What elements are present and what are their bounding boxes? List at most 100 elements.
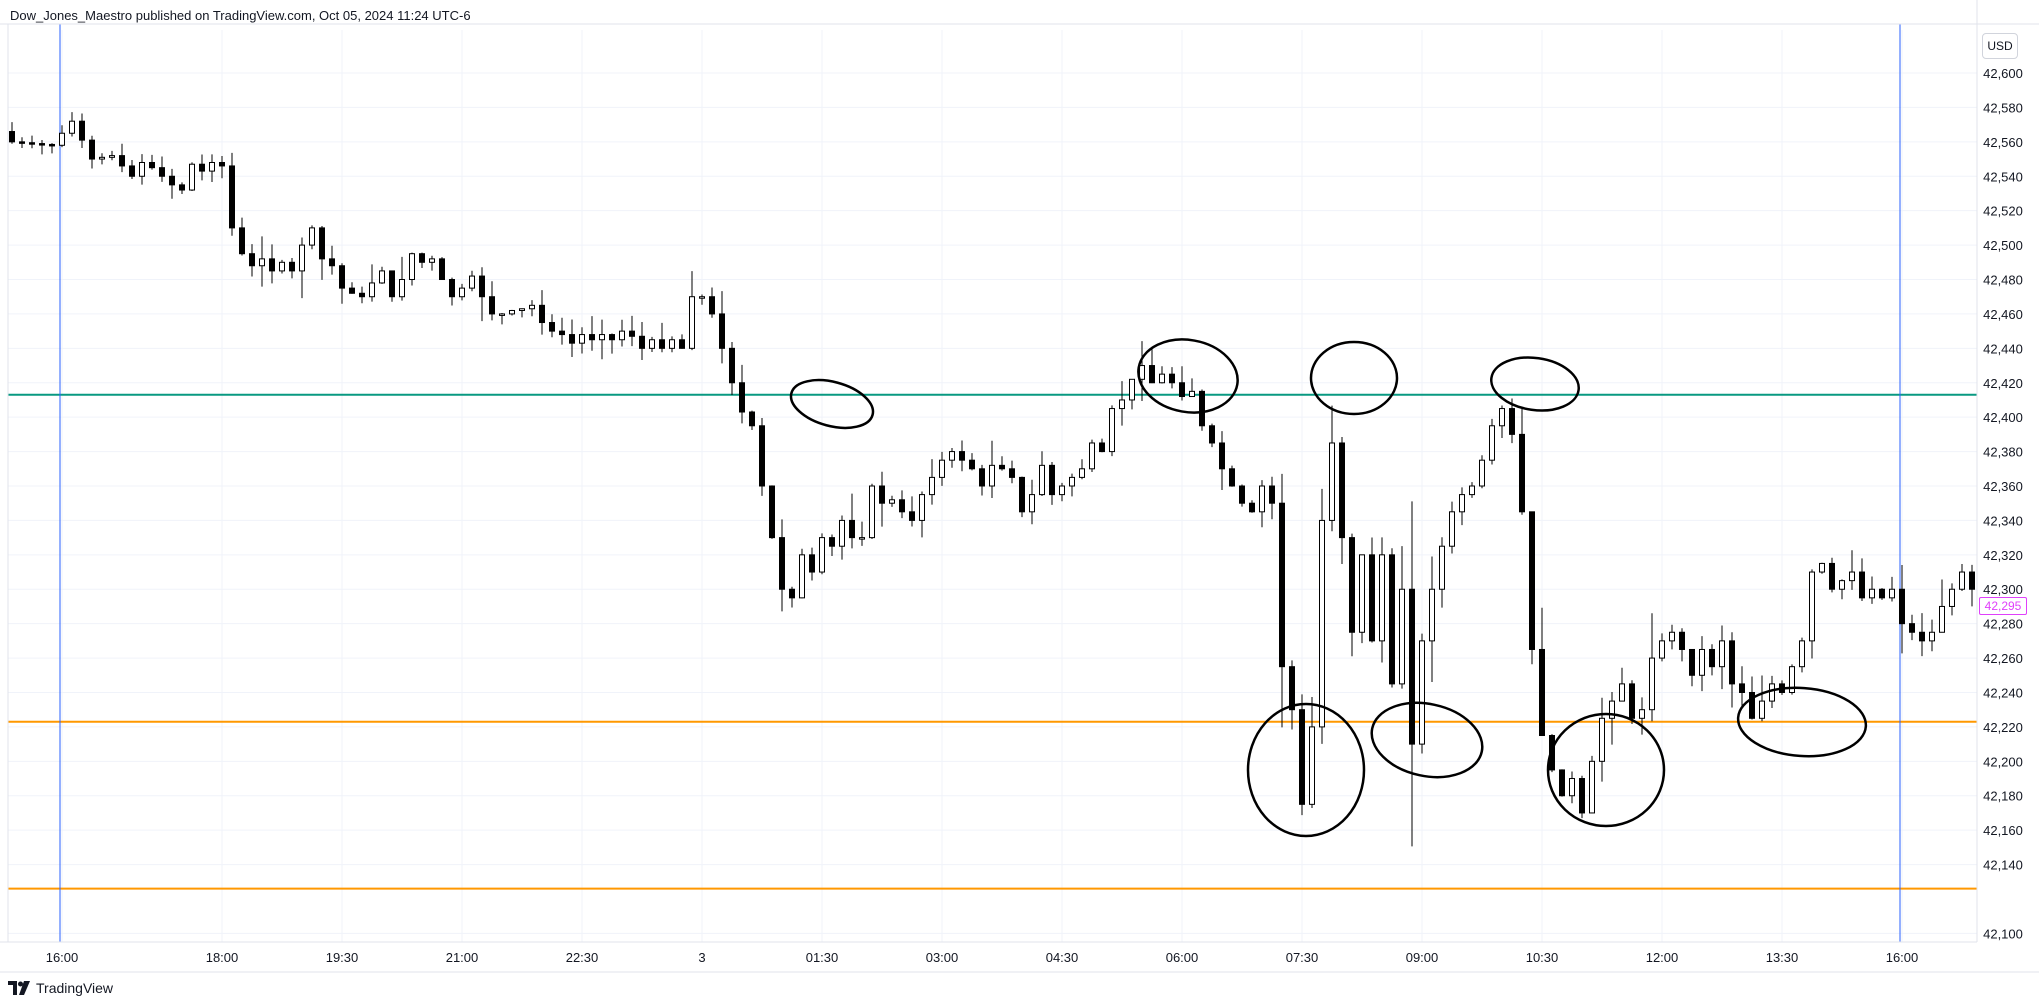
candle-down (289, 261, 295, 272)
candle-up (1599, 717, 1605, 762)
candle-up (1419, 640, 1425, 745)
candle-up (949, 451, 955, 461)
candle-up (1659, 640, 1665, 659)
candle-up (189, 163, 195, 191)
candle-down (149, 161, 155, 169)
y-tick-label: 42,600 (1983, 66, 2023, 81)
candle-up (579, 334, 585, 344)
candle-down (1279, 502, 1285, 668)
y-tick-label: 42,200 (1983, 754, 2023, 769)
candle-down (1289, 666, 1295, 711)
annotation-circle (1309, 340, 1399, 416)
publisher-header: Dow_Jones_Maestro published on TradingVi… (10, 8, 471, 23)
candle-up (469, 275, 475, 289)
annotation-circle (1137, 338, 1239, 414)
candle-down (999, 464, 1005, 470)
candle-up (1029, 494, 1035, 513)
candle-up (1809, 571, 1815, 642)
candle-up (1569, 778, 1575, 797)
y-tick-label: 42,300 (1983, 582, 2023, 597)
x-tick-label: 06:00 (1166, 950, 1199, 965)
tradingview-logo-icon (8, 981, 30, 995)
candle-up (989, 464, 995, 487)
y-tick-label: 42,400 (1983, 410, 2023, 425)
y-tick-label: 42,320 (1983, 548, 2023, 563)
candle-down (759, 425, 765, 487)
candle-up (139, 161, 145, 177)
candle-down (779, 537, 785, 590)
candle-up (649, 339, 655, 349)
candle-up (799, 554, 805, 599)
candle-up (1329, 442, 1335, 521)
x-tick-label: 01:30 (806, 950, 839, 965)
candle-down (549, 322, 555, 332)
candle-up (259, 258, 265, 267)
x-tick-label: 16:00 (46, 950, 79, 965)
grid-lines (8, 30, 1977, 942)
candle-down (969, 459, 975, 470)
candle-up (1489, 425, 1495, 461)
candle-down (909, 511, 915, 521)
candle-down (899, 499, 905, 513)
candle-up (1479, 459, 1485, 487)
candle-down (609, 334, 615, 341)
x-tick-label: 04:30 (1046, 950, 1079, 965)
y-tick-label: 42,100 (1983, 926, 2023, 941)
currency-selector[interactable]: USD (1982, 33, 2018, 59)
candle-down (1179, 382, 1185, 398)
x-tick-label: 03:00 (926, 950, 959, 965)
y-tick-label: 42,580 (1983, 100, 2023, 115)
candle-down (1879, 588, 1885, 599)
candle-down (319, 227, 325, 260)
candle-up (1189, 390, 1195, 398)
candle-up (1079, 468, 1085, 478)
candle-down (1249, 502, 1255, 513)
candle-down (1169, 373, 1175, 384)
candle-up (1439, 545, 1445, 590)
x-tick-label: 13:30 (1766, 950, 1799, 965)
candle-down (489, 296, 495, 315)
candle-up (929, 476, 935, 496)
candle-up (99, 156, 105, 160)
candle-down (1339, 442, 1345, 539)
candle-down (1219, 442, 1225, 470)
candle-up (1429, 588, 1435, 642)
annotation-circle (1546, 712, 1666, 828)
candle-up (1109, 408, 1115, 453)
candle-down (439, 258, 445, 281)
candle-down (1299, 709, 1305, 805)
candle-down (349, 287, 355, 294)
candle-up (869, 485, 875, 539)
candle-down (1629, 683, 1635, 719)
candle-down (419, 253, 425, 263)
candle-down (979, 468, 985, 487)
candle-down (1229, 468, 1235, 487)
candle-down (739, 382, 745, 413)
candle-up (1359, 554, 1365, 633)
y-tick-label: 42,460 (1983, 307, 2023, 322)
candle-down (1909, 623, 1915, 633)
candle-down (1019, 476, 1025, 513)
candle-up (619, 330, 625, 341)
candle-down (959, 451, 965, 461)
candle-up (839, 519, 845, 547)
hand-drawn-annotations (789, 338, 1868, 838)
candle-down (1099, 442, 1105, 453)
candle-down (199, 163, 205, 172)
candle-up (519, 308, 525, 311)
candle-down (749, 411, 755, 427)
candle-down (19, 141, 25, 144)
candle-up (1129, 378, 1135, 401)
candle-down (629, 330, 635, 337)
candle-up (1889, 588, 1895, 599)
annotation-circle (1246, 702, 1366, 838)
candle-down (1009, 468, 1015, 478)
candle-down (249, 253, 255, 267)
candle-up (1819, 562, 1825, 573)
candle-down (479, 275, 485, 298)
annotation-circle (1490, 356, 1580, 412)
candle-down (659, 339, 665, 349)
candle-up (669, 339, 675, 349)
candle-down (129, 165, 135, 177)
